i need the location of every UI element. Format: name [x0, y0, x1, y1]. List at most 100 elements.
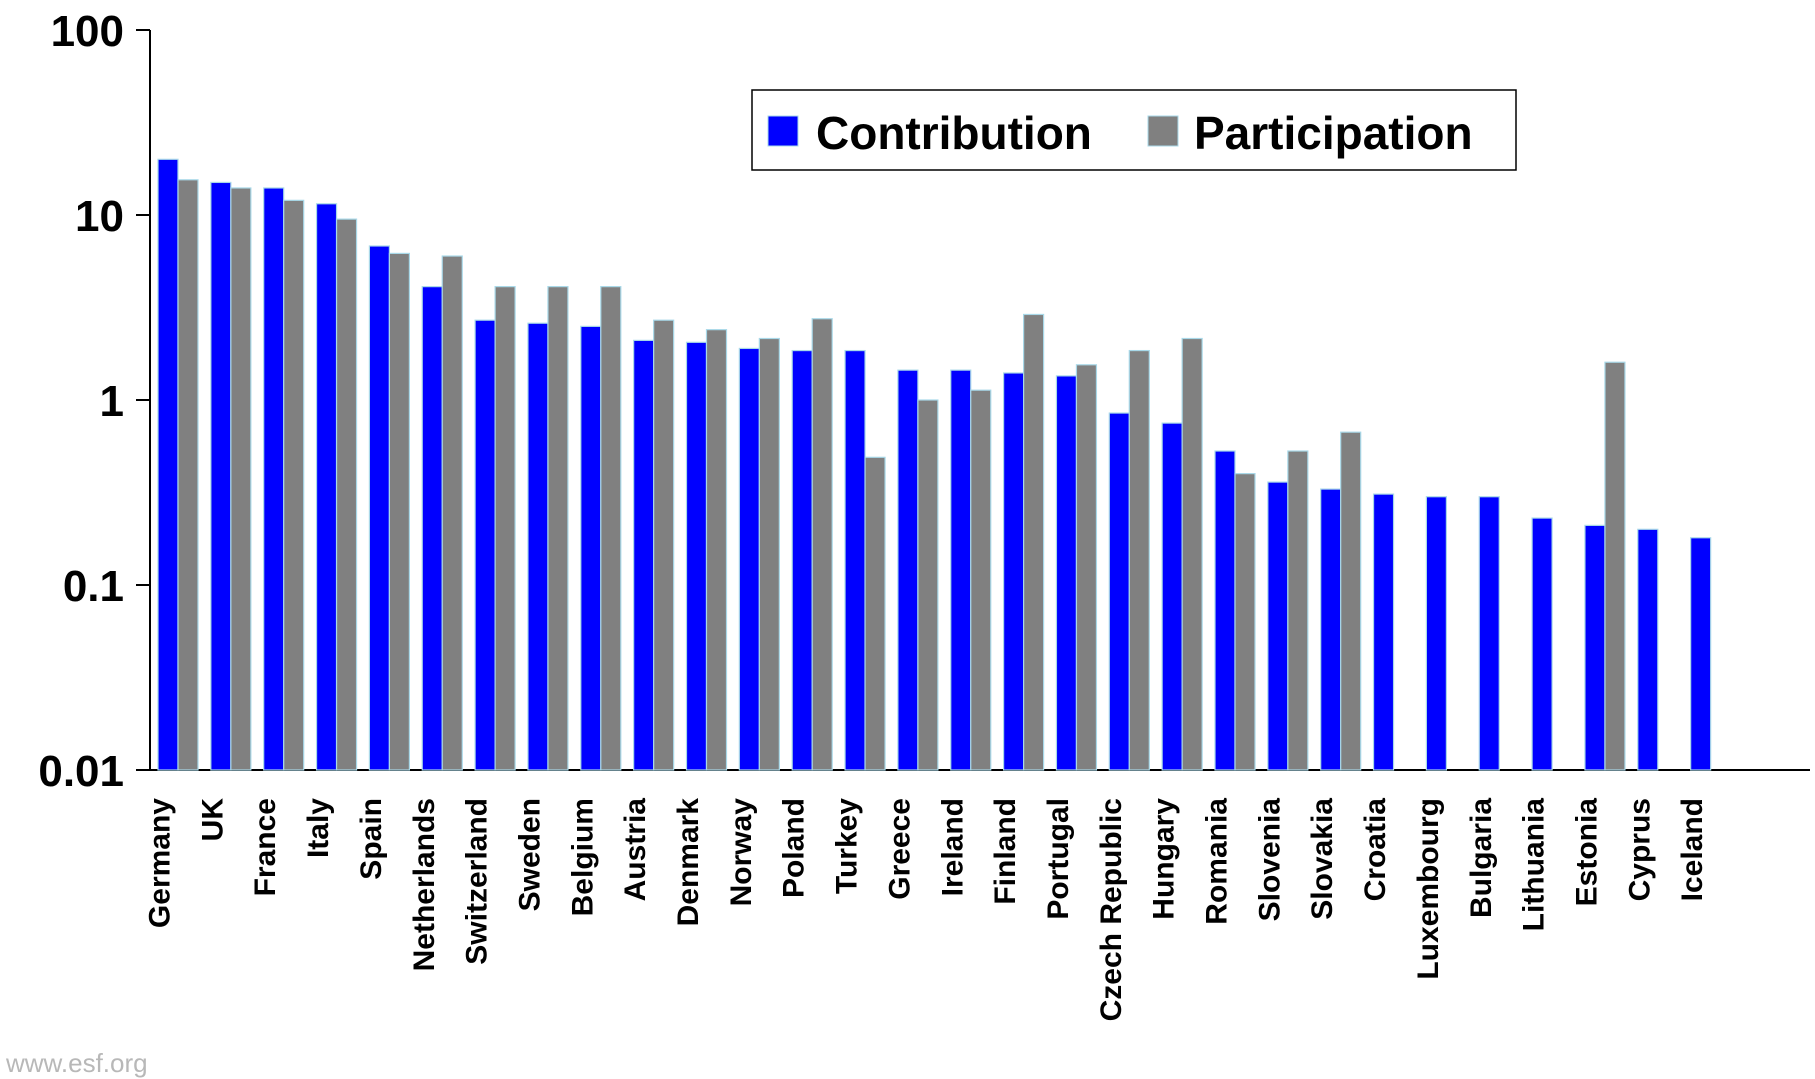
x-tick-label: Norway	[725, 798, 758, 907]
x-tick-label: Lithuania	[1518, 798, 1551, 932]
chart-bars	[157, 158, 1712, 771]
bar-participation-czech-republic	[1128, 349, 1150, 771]
legend-swatch-contribution	[767, 115, 799, 147]
x-tick-label: Sweden	[513, 798, 546, 911]
bar-contribution-croatia	[1372, 493, 1395, 771]
y-axis-ticks: 0.01 0.1 1 10 100	[38, 7, 150, 796]
bar-participation-poland	[811, 318, 833, 771]
x-tick-label: Finland	[989, 798, 1022, 905]
bar-participation-switzerland	[494, 286, 516, 771]
bar-participation-norway	[758, 337, 780, 771]
bar-contribution-norway	[738, 347, 760, 771]
x-tick-label: Slovakia	[1306, 798, 1339, 920]
x-tick-label: Italy	[302, 798, 335, 858]
x-tick-label: Czech Republic	[1095, 798, 1128, 1021]
x-axis-labels: Germany UK France Italy Spain Netherlands Swit…	[144, 798, 1710, 1022]
bar-participation-france	[283, 199, 305, 771]
bar-contribution-lithuania	[1531, 517, 1553, 771]
bar-contribution-italy	[315, 203, 338, 771]
bar-contribution-switzerland	[474, 319, 496, 771]
x-tick-label: Iceland	[1676, 798, 1709, 901]
bar-participation-finland	[1022, 313, 1045, 771]
bar-participation-italy	[335, 218, 358, 771]
x-tick-label: Hungary	[1148, 798, 1181, 920]
x-tick-label: Austria	[619, 798, 652, 902]
legend-swatch-participation	[1147, 115, 1179, 147]
bar-participation-ireland	[970, 389, 992, 771]
bar-participation-austria	[653, 319, 675, 771]
bar-contribution-iceland	[1690, 537, 1712, 771]
bar-contribution-sweden	[527, 322, 549, 771]
bar-participation-greece	[917, 399, 939, 771]
x-tick-label: Germany	[144, 798, 177, 928]
x-tick-label: Turkey	[831, 798, 864, 894]
footer-url: www.esf.org	[6, 1048, 148, 1078]
bar-contribution-slovakia	[1320, 488, 1342, 771]
bar-contribution-denmark	[685, 341, 708, 771]
x-tick-label: Netherlands	[408, 798, 441, 971]
bar-participation-denmark	[705, 329, 728, 771]
bar-contribution-belgium	[580, 325, 602, 771]
bar-contribution-austria	[633, 339, 655, 771]
x-tick-label: France	[249, 798, 282, 896]
y-tick-label: 1	[100, 377, 124, 426]
bar-contribution-romania	[1214, 450, 1236, 771]
chart-legend: Contribution Participation	[751, 89, 1517, 171]
bar-contribution-netherlands	[421, 286, 443, 771]
bar-contribution-greece	[897, 369, 919, 771]
bar-participation-uk	[230, 187, 252, 771]
x-tick-label: Bulgaria	[1465, 798, 1498, 918]
bar-participation-slovenia	[1287, 450, 1309, 771]
bar-participation-belgium	[600, 286, 622, 771]
x-tick-label: Greece	[883, 798, 916, 900]
bar-participation-sweden	[547, 286, 569, 771]
x-tick-label: Ireland	[936, 798, 969, 896]
x-tick-label: Romania	[1201, 798, 1234, 925]
y-tick-label: 0.01	[38, 747, 124, 796]
bar-contribution-uk	[210, 181, 232, 771]
x-tick-label: Spain	[355, 798, 388, 880]
x-tick-label: Switzerland	[461, 798, 494, 965]
y-tick-label: 0.1	[63, 562, 124, 611]
bar-participation-hungary	[1181, 337, 1203, 771]
bar-participation-estonia	[1604, 361, 1626, 771]
bar-contribution-bulgaria	[1478, 496, 1500, 771]
y-tick-label: 10	[75, 192, 124, 241]
bar-contribution-poland	[791, 349, 813, 771]
x-tick-label: Croatia	[1359, 798, 1392, 902]
bar-contribution-spain	[368, 245, 390, 771]
bar-contribution-estonia	[1584, 524, 1606, 771]
bar-participation-slovakia	[1340, 431, 1362, 771]
bar-participation-spain	[388, 252, 410, 771]
x-tick-label: Cyprus	[1623, 798, 1656, 901]
x-tick-label: Luxembourg	[1412, 798, 1445, 980]
bar-contribution-czech-republic	[1108, 412, 1130, 771]
x-tick-label: Poland	[778, 798, 811, 898]
bar-contribution-germany	[157, 158, 179, 771]
bar-contribution-france	[263, 187, 285, 771]
bar-contribution-ireland	[950, 369, 972, 771]
bar-participation-germany	[177, 179, 199, 771]
bar-participation-romania	[1234, 473, 1256, 771]
x-tick-label: UK	[196, 798, 229, 842]
bar-contribution-cyprus	[1637, 528, 1659, 771]
x-tick-label: Estonia	[1570, 798, 1603, 907]
x-tick-label: Denmark	[672, 798, 705, 927]
x-tick-label: Belgium	[566, 798, 599, 916]
y-tick-label: 100	[51, 7, 124, 56]
legend-box	[751, 89, 1517, 171]
x-tick-label: Portugal	[1042, 798, 1075, 920]
legend-label-participation: Participation	[1194, 107, 1473, 159]
bar-contribution-slovenia	[1267, 481, 1289, 771]
x-tick-label: Slovenia	[1253, 798, 1286, 922]
bar-participation-netherlands	[441, 255, 463, 771]
bar-contribution-turkey	[844, 349, 866, 771]
bar-participation-portugal	[1075, 364, 1098, 771]
bar-contribution-finland	[1002, 372, 1025, 771]
bar-contribution-luxembourg	[1425, 496, 1448, 771]
bar-contribution-hungary	[1161, 422, 1183, 771]
legend-label-contribution: Contribution	[816, 107, 1092, 159]
bar-participation-turkey	[864, 456, 886, 771]
bar-contribution-portugal	[1055, 375, 1078, 771]
